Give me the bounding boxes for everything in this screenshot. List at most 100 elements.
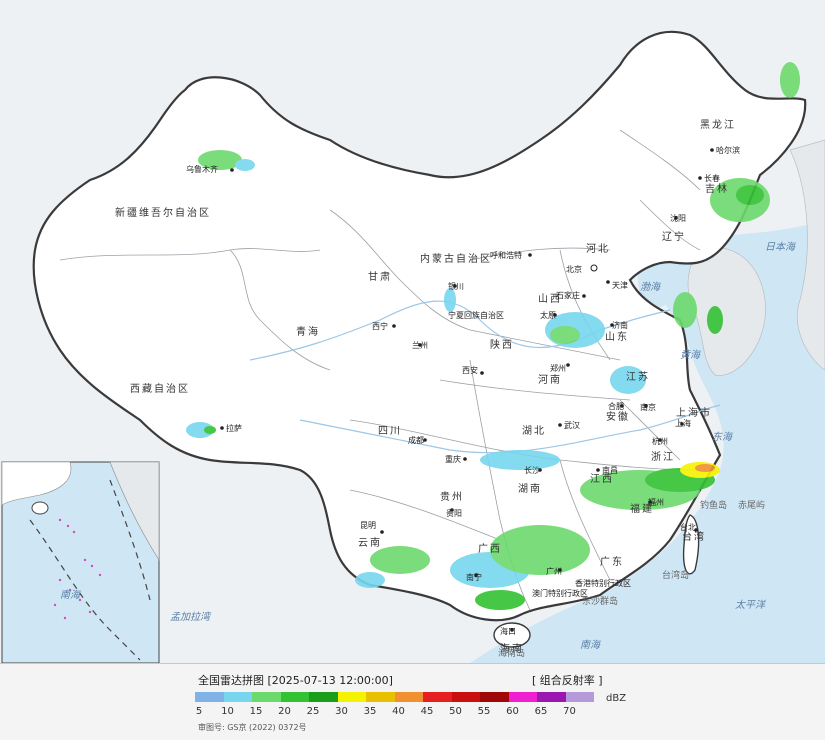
sea-label-bohai: 渤海 <box>640 281 662 293</box>
province-label-sichuan: 四川 <box>378 426 402 437</box>
city-label-nanning: 南宁 <box>466 572 482 582</box>
legend-swatch <box>394 692 423 702</box>
city-marker <box>450 508 454 512</box>
province-label-hubei: 湖北 <box>522 425 546 437</box>
city-label-changchun: 长春 <box>704 173 720 183</box>
province-label-gansu: 甘肃 <box>368 270 392 283</box>
legend-tick-label: 65 <box>534 706 548 717</box>
city-marker <box>380 530 384 534</box>
province-label-shanghai: 上海市 <box>676 406 712 419</box>
south-china-sea-inset: 南海 <box>1 461 160 663</box>
korea-landmass <box>687 247 766 376</box>
province-label-shandong: 山东 <box>605 330 629 343</box>
city-marker <box>230 168 234 172</box>
city-label-xian: 西安 <box>462 365 478 375</box>
city-marker <box>474 573 478 577</box>
legend-tick-label: 20 <box>278 706 291 717</box>
legend-swatch <box>195 692 224 702</box>
legend-swatch <box>508 692 537 702</box>
city-label-guiyang: 贵阳 <box>446 508 462 518</box>
sea-label-japansea: 日本海 <box>765 241 797 253</box>
province-label-shanxi: 山西 <box>538 293 562 305</box>
province-label-heilongjiang: 黑龙江 <box>700 118 736 131</box>
city-marker <box>558 423 562 427</box>
city-label-lhasa: 拉萨 <box>226 423 242 433</box>
province-label-ningxia: 宁夏回族自治区 <box>448 310 504 320</box>
legend-tick-label: 35 <box>363 706 377 717</box>
legend-title: 全国雷达拼图 [2025-07-13 12:00:00] <box>198 674 393 687</box>
city-marker <box>423 438 427 442</box>
legend-tick-label: 60 <box>506 706 519 717</box>
radar-map[interactable]: 新疆维吾尔自治区 西藏自治区 青海 甘肃 内蒙古自治区 黑龙江 吉林 辽宁 河北… <box>0 0 825 663</box>
province-label-jiangxi: 江西 <box>590 473 614 485</box>
province-label-anhui: 安徽 <box>606 410 630 423</box>
city-label-hk: 香港特别行政区 <box>575 578 631 588</box>
island-label-hainan: 海南岛 <box>498 647 525 659</box>
city-marker <box>620 404 624 408</box>
city-label-hefei: 合肥 <box>608 401 624 411</box>
city-marker <box>680 422 684 426</box>
city-label-harbin: 哈尔滨 <box>716 145 740 155</box>
legend-swatch <box>451 692 480 702</box>
legend-swatch <box>423 692 452 702</box>
province-label-shaanxi: 陕西 <box>490 338 514 351</box>
capital-marker <box>590 264 598 272</box>
province-label-xizang: 西藏自治区 <box>130 382 190 395</box>
sea-label-donghai: 东海 <box>712 431 734 443</box>
island-label-taiwan: 台湾岛 <box>662 569 689 581</box>
city-label-jinan: 济南 <box>612 320 628 330</box>
city-label-nanjing: 南京 <box>640 402 656 412</box>
city-label-zhengzhou: 郑州 <box>550 363 566 373</box>
radar-echoes <box>186 62 800 610</box>
city-label-yinchuan: 银川 <box>448 281 464 291</box>
legend-tick-label: 30 <box>335 706 348 717</box>
japan-landmass <box>789 139 825 371</box>
city-label-chengdu: 成都 <box>408 435 424 445</box>
bohai-water <box>637 257 674 308</box>
city-label-hohhot: 呼和浩特 <box>490 250 522 260</box>
legend-swatch <box>565 692 594 702</box>
island-label-dongsha: 东沙群岛 <box>582 595 618 607</box>
legend-tick-label: 15 <box>249 706 263 717</box>
island-labels: 钓鱼岛 赤尾屿 台湾岛 东沙群岛 海南岛 <box>498 499 765 659</box>
province-label-hunan: 湖南 <box>518 482 542 495</box>
approval-number: 审图号: GS京 (2022) 0372号 <box>198 723 307 732</box>
sea-label-bengal: 孟加拉湾 <box>170 611 212 623</box>
city-marker <box>558 568 562 572</box>
city-label-xining: 西宁 <box>372 321 388 331</box>
island-label-chiwei: 赤尾屿 <box>738 500 765 511</box>
province-label-guizhou: 贵州 <box>440 490 464 503</box>
city-marker <box>453 284 457 288</box>
city-marker <box>510 628 514 632</box>
legend-color-bar <box>195 692 594 702</box>
legend-swatch <box>366 692 395 702</box>
city-label-urumqi: 乌鲁木齐 <box>186 164 218 174</box>
legend-swatch <box>252 692 281 702</box>
city-marker <box>220 426 224 430</box>
city-label-wuhan: 武汉 <box>564 420 580 430</box>
city-marker <box>463 457 467 461</box>
legend-tick-label: 55 <box>477 706 491 717</box>
city-label-hangzhou: 杭州 <box>652 436 668 446</box>
province-label-fujian: 福建 <box>630 502 654 515</box>
city-marker <box>710 148 714 152</box>
city-marker <box>538 468 542 472</box>
city-marker <box>392 324 396 328</box>
city-marker <box>553 313 557 317</box>
legend-swatch <box>337 692 366 702</box>
province-label-guangdong: 广东 <box>600 555 624 568</box>
city-marker <box>582 294 586 298</box>
legend-swatch <box>480 692 509 702</box>
city-marker <box>658 438 662 442</box>
legend-tick-label: 10 <box>221 706 234 717</box>
island-label-diaoyu: 钓鱼岛 <box>700 499 727 511</box>
province-label-neimenggu: 内蒙古自治区 <box>420 252 492 265</box>
sea-label-huanghai: 黄海 <box>680 349 702 361</box>
province-label-hainan: 海南 <box>500 642 524 655</box>
province-labels: 新疆维吾尔自治区 西藏自治区 青海 甘肃 内蒙古自治区 黑龙江 吉林 辽宁 河北… <box>115 118 736 655</box>
legend-ticks: 5 10 15 20 25 30 35 40 45 50 55 60 65 70 <box>195 706 615 720</box>
legend-tick-label: 70 <box>563 706 576 717</box>
city-marker <box>674 216 678 220</box>
legend-swatch <box>280 692 309 702</box>
city-labels: 乌鲁木齐 拉萨 西宁 兰州 银川 呼和浩特 哈尔滨 长春 沈阳 北京 天津 石家… <box>186 145 740 636</box>
